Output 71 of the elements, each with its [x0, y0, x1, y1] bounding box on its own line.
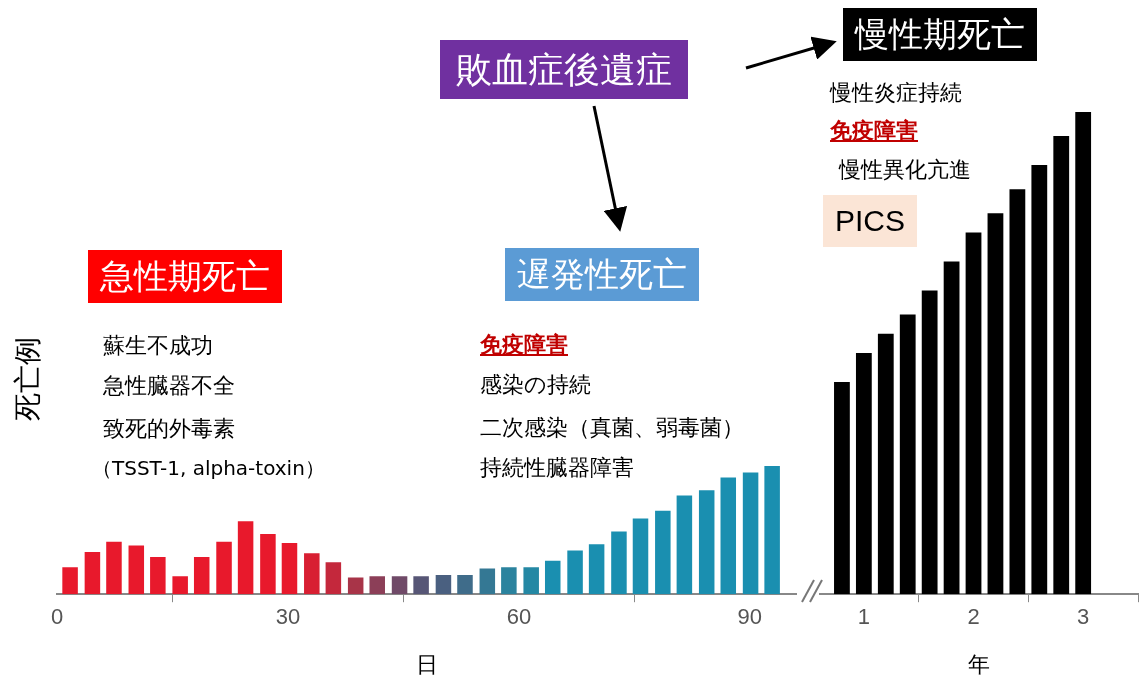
bar	[921, 290, 938, 595]
bar	[523, 567, 539, 595]
text: 敗血症後遺症	[440, 40, 688, 100]
x-tick-label: 60	[506, 604, 532, 630]
annotation: （TSST-1, alpha-toxin）	[92, 456, 325, 480]
bar	[588, 544, 605, 595]
bar	[391, 576, 408, 595]
bar	[369, 576, 385, 595]
bar	[106, 541, 122, 595]
text: 慢性炎症持続	[830, 80, 962, 107]
bar	[501, 567, 517, 595]
bar	[965, 232, 982, 595]
annotation: 免疫障害	[830, 118, 918, 145]
bar	[457, 574, 473, 595]
bar	[479, 568, 496, 595]
bar	[62, 567, 78, 595]
bar	[1075, 112, 1092, 595]
bar	[1031, 165, 1048, 595]
bar	[325, 562, 342, 595]
bar	[413, 576, 429, 595]
y-axis-title: 死亡例	[10, 336, 45, 423]
annotation: 持続性臓器障害	[480, 455, 634, 482]
bar	[150, 557, 166, 595]
bar	[764, 466, 780, 595]
text: 致死的外毒素	[103, 416, 235, 443]
bar	[899, 314, 916, 595]
bar	[655, 510, 671, 595]
bar	[676, 495, 693, 595]
text: 二次感染（真菌、弱毒菌）	[480, 415, 744, 442]
bar	[987, 213, 1004, 595]
bar	[281, 542, 298, 595]
bar	[260, 533, 276, 595]
bar	[237, 521, 254, 595]
bar	[544, 560, 561, 595]
bar	[943, 261, 960, 595]
bar	[1053, 136, 1070, 595]
bar	[128, 545, 145, 595]
text: 免疫障害	[480, 332, 568, 359]
bar	[172, 576, 188, 595]
bar	[347, 577, 364, 595]
bar	[834, 382, 850, 595]
bar	[698, 490, 715, 595]
x-tick-label: 90	[737, 604, 763, 630]
bar	[84, 551, 101, 595]
annotation: PICS	[823, 195, 918, 247]
text: 急性臓器不全	[103, 373, 235, 400]
bar	[877, 333, 894, 595]
text: 感染の持続	[480, 372, 591, 399]
bar	[1009, 189, 1026, 595]
x-axis-title: 年	[968, 651, 990, 677]
bar	[304, 553, 320, 595]
x-tick-label: 2	[967, 604, 980, 630]
bar	[720, 477, 737, 595]
x-tick-label: 3	[1077, 604, 1090, 630]
annotation: 慢性異化亢進	[835, 155, 975, 186]
text: 急性期死亡	[88, 250, 282, 303]
bar	[435, 574, 452, 595]
text: 遅発性死亡	[505, 248, 699, 301]
bar	[611, 531, 627, 595]
bar	[632, 518, 649, 595]
bar	[855, 353, 872, 595]
x-axis-title: 日	[415, 651, 438, 677]
bar	[216, 541, 232, 595]
text: 蘇生不成功	[103, 333, 213, 360]
bar	[742, 472, 759, 595]
x-tick-label: 0	[50, 604, 64, 630]
text: 慢性期死亡	[843, 8, 1037, 61]
bar	[193, 557, 210, 595]
bar	[567, 550, 583, 595]
x-tick-label: 1	[857, 604, 870, 630]
x-tick-label: 30	[275, 604, 301, 630]
